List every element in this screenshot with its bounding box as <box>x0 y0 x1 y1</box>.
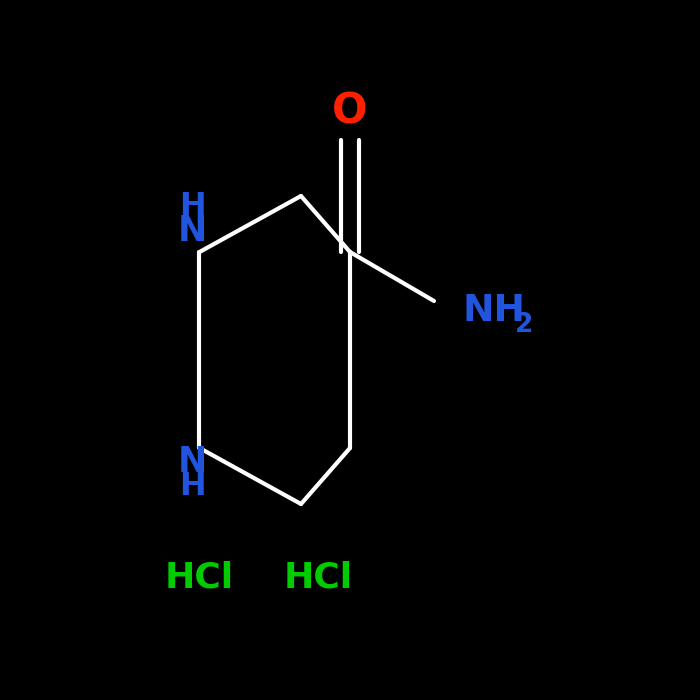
Text: O: O <box>332 91 368 133</box>
Text: HCl: HCl <box>284 561 353 594</box>
Text: H: H <box>179 191 206 222</box>
Text: 2: 2 <box>514 312 533 339</box>
Text: N: N <box>178 445 207 479</box>
Text: HCl: HCl <box>165 561 234 594</box>
Text: H: H <box>179 471 206 502</box>
Text: N: N <box>178 214 207 248</box>
Text: NH: NH <box>462 293 525 330</box>
